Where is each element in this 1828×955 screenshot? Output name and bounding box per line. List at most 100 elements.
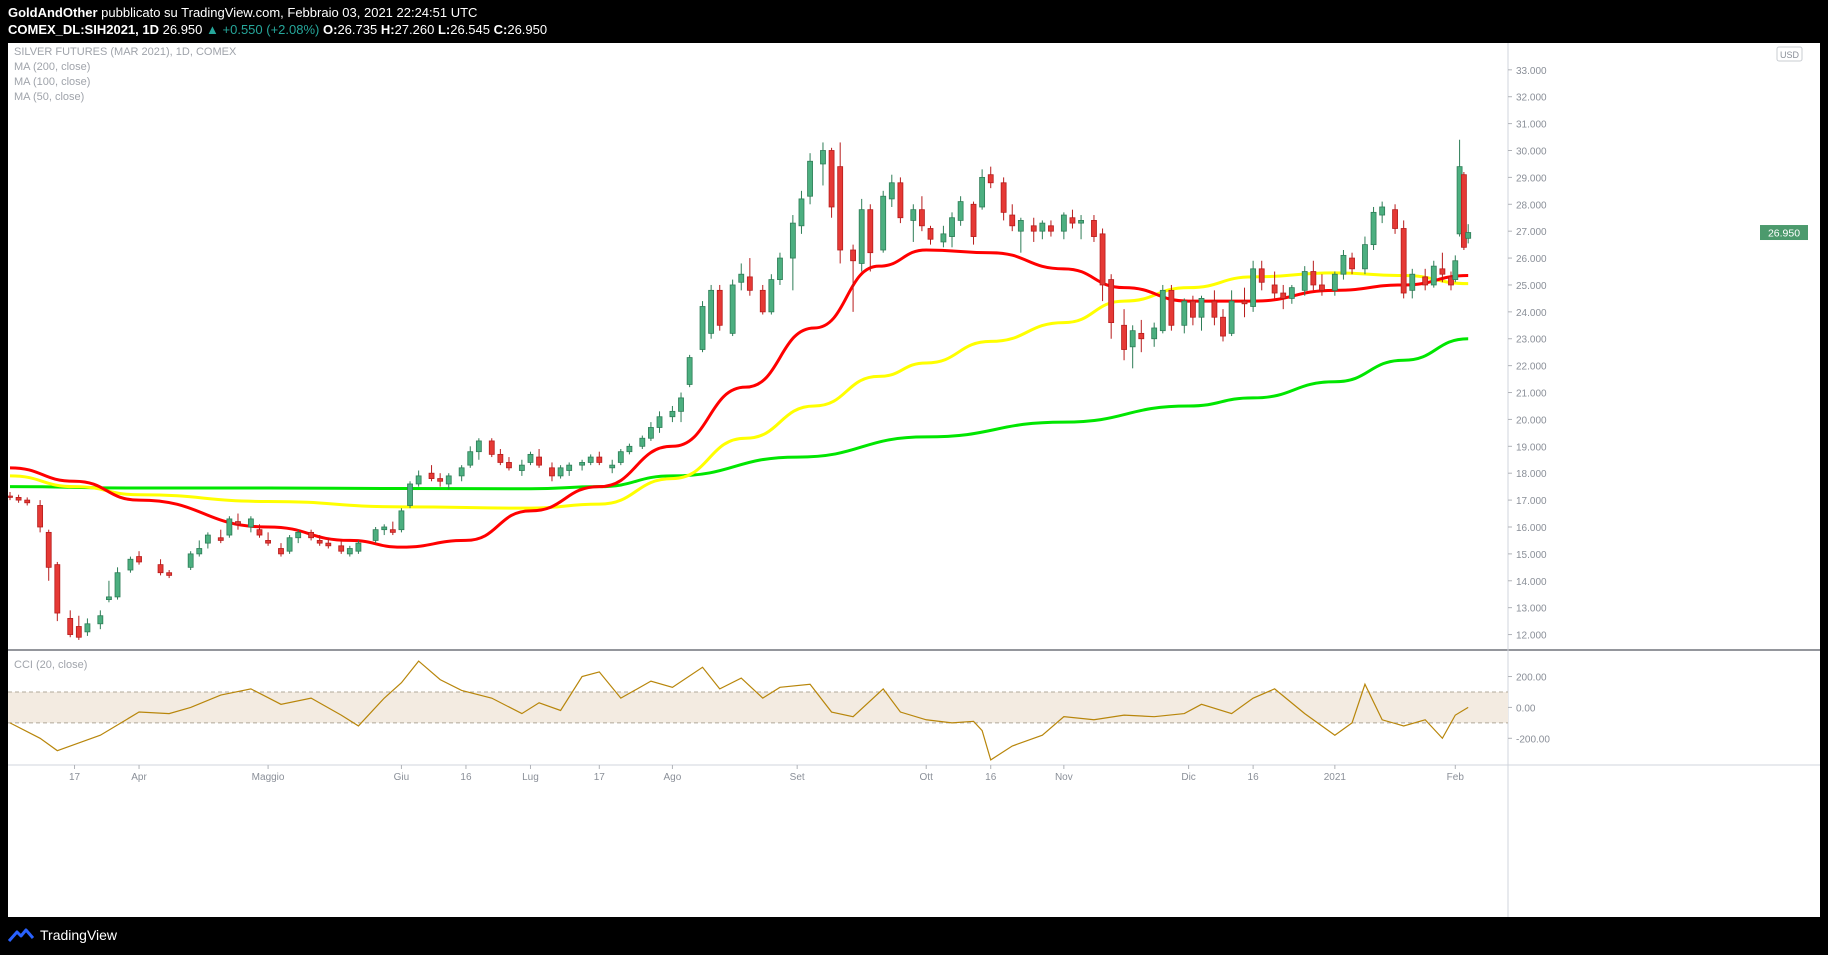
candle[interactable] <box>1288 284 1295 304</box>
candle[interactable] <box>940 225 947 248</box>
candle[interactable] <box>247 516 254 533</box>
candle[interactable] <box>308 529 315 541</box>
candle[interactable] <box>1030 217 1037 242</box>
candle[interactable] <box>549 462 555 482</box>
candle[interactable] <box>1280 284 1287 310</box>
candle[interactable] <box>75 615 82 640</box>
candle[interactable] <box>527 451 534 466</box>
candle[interactable] <box>1099 228 1106 302</box>
candle[interactable] <box>445 473 452 490</box>
candle[interactable] <box>1048 220 1054 237</box>
candle[interactable] <box>970 201 977 245</box>
candle[interactable] <box>1271 271 1278 299</box>
candle[interactable] <box>1211 290 1218 326</box>
candle[interactable] <box>669 405 676 423</box>
legend-ma100[interactable]: MA (100, close) <box>14 76 90 88</box>
candle[interactable] <box>626 443 633 455</box>
candle[interactable] <box>45 529 52 581</box>
candle[interactable] <box>157 559 164 576</box>
candle[interactable] <box>389 521 396 536</box>
candle[interactable] <box>187 551 194 571</box>
candle[interactable] <box>910 204 917 242</box>
candle[interactable] <box>777 252 783 285</box>
candle[interactable] <box>699 301 706 353</box>
candle[interactable] <box>1121 309 1127 361</box>
candle[interactable] <box>286 535 293 554</box>
candle[interactable] <box>84 618 91 636</box>
candle[interactable] <box>467 446 474 468</box>
candle[interactable] <box>1340 250 1347 280</box>
candle[interactable] <box>536 449 542 468</box>
candle[interactable] <box>596 451 603 466</box>
candle[interactable] <box>609 459 616 474</box>
legend-ma200[interactable]: MA (200, close) <box>14 61 90 73</box>
candle[interactable] <box>15 494 22 503</box>
candle[interactable] <box>338 540 345 554</box>
candle[interactable] <box>867 204 874 272</box>
candle[interactable] <box>1069 209 1076 229</box>
candle[interactable] <box>678 392 684 423</box>
candle[interactable] <box>127 556 134 573</box>
candle[interactable] <box>428 465 435 482</box>
candle[interactable] <box>506 457 512 471</box>
candle[interactable] <box>518 459 525 476</box>
candle[interactable] <box>746 258 753 296</box>
candle[interactable] <box>587 454 594 466</box>
candle[interactable] <box>256 524 263 538</box>
candle[interactable] <box>1422 268 1429 291</box>
candle[interactable] <box>1370 206 1377 250</box>
candle[interactable] <box>196 540 203 557</box>
candle[interactable] <box>1181 298 1188 334</box>
candle[interactable] <box>1220 309 1226 342</box>
candle[interactable] <box>166 570 173 579</box>
candle[interactable] <box>1258 260 1265 291</box>
candle[interactable] <box>226 516 233 538</box>
candle[interactable] <box>557 465 564 479</box>
candle[interactable] <box>217 529 224 544</box>
candle[interactable] <box>1060 212 1067 240</box>
candle[interactable] <box>1452 255 1459 283</box>
candle[interactable] <box>1129 325 1136 369</box>
legend-ma50[interactable]: MA (50, close) <box>14 91 84 103</box>
candle[interactable] <box>897 177 904 224</box>
candle[interactable] <box>37 500 44 533</box>
candle[interactable] <box>738 263 745 291</box>
candle[interactable] <box>617 449 624 466</box>
candle[interactable] <box>1241 287 1248 318</box>
candle[interactable] <box>850 244 856 312</box>
candle[interactable] <box>488 438 495 458</box>
candle[interactable] <box>475 438 482 460</box>
candle[interactable] <box>346 545 353 557</box>
candle[interactable] <box>1409 268 1416 299</box>
candle[interactable] <box>278 543 284 557</box>
candle[interactable] <box>1331 271 1338 296</box>
candle[interactable] <box>1379 201 1386 224</box>
candle[interactable] <box>1039 220 1046 240</box>
candle[interactable] <box>880 190 887 253</box>
brand[interactable]: TradingView <box>8 927 117 943</box>
candle[interactable] <box>1465 224 1472 244</box>
candle[interactable] <box>987 166 994 189</box>
candle[interactable] <box>759 284 766 315</box>
candle[interactable] <box>979 169 986 210</box>
candle[interactable] <box>54 561 61 622</box>
candle[interactable] <box>1362 236 1368 275</box>
candle[interactable] <box>265 532 271 546</box>
candle[interactable] <box>1349 252 1355 275</box>
candle[interactable] <box>355 540 362 554</box>
candle[interactable] <box>1301 266 1308 296</box>
candle[interactable] <box>1168 284 1175 331</box>
candle[interactable] <box>888 174 895 207</box>
candle[interactable] <box>1400 220 1407 299</box>
candle[interactable] <box>858 198 865 272</box>
candle[interactable] <box>1430 260 1437 288</box>
legend-cci[interactable]: CCI (20, close) <box>14 659 87 671</box>
candle[interactable] <box>729 279 736 337</box>
candle[interactable] <box>798 190 805 234</box>
candle[interactable] <box>1319 274 1325 296</box>
candle[interactable] <box>927 225 934 245</box>
candle[interactable] <box>1159 284 1166 334</box>
candle[interactable] <box>708 284 715 339</box>
candle[interactable] <box>716 284 723 331</box>
candle[interactable] <box>1091 215 1097 242</box>
